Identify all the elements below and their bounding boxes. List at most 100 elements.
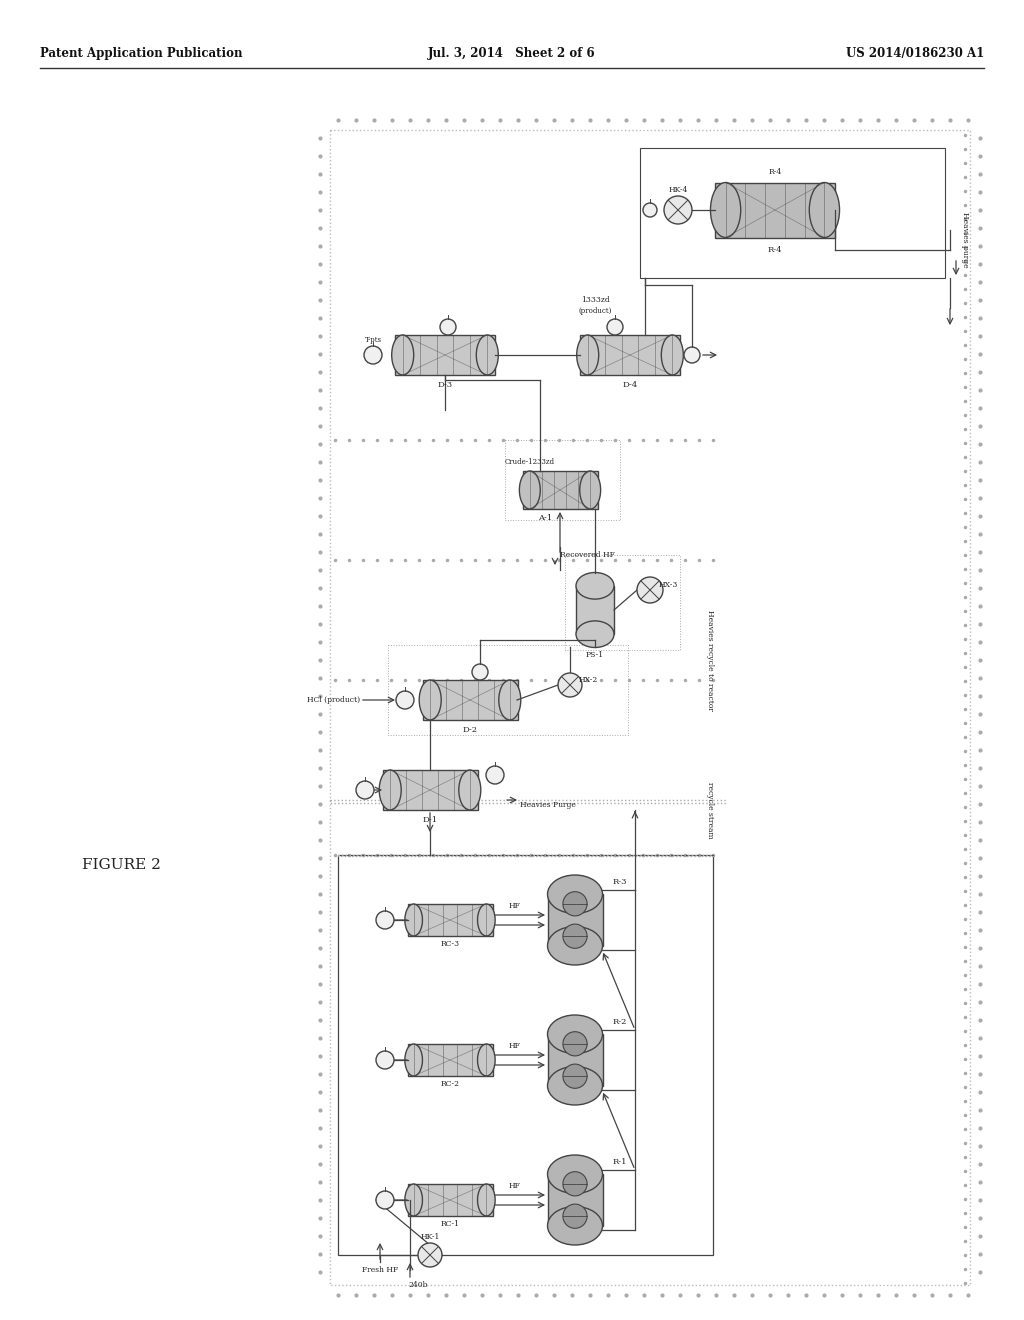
FancyBboxPatch shape — [715, 182, 835, 238]
Circle shape — [376, 1051, 394, 1069]
Text: recycle stream: recycle stream — [706, 781, 714, 838]
Text: HF: HF — [509, 1181, 521, 1191]
FancyBboxPatch shape — [383, 770, 477, 810]
Text: US 2014/0186230 A1: US 2014/0186230 A1 — [846, 46, 984, 59]
Ellipse shape — [662, 335, 683, 375]
Ellipse shape — [379, 770, 401, 810]
Ellipse shape — [499, 680, 521, 719]
Text: HF: HF — [509, 1041, 521, 1049]
Circle shape — [664, 195, 692, 224]
Ellipse shape — [404, 1044, 423, 1076]
Circle shape — [563, 924, 587, 948]
Ellipse shape — [548, 1155, 602, 1193]
Bar — [505, 440, 620, 520]
Text: HCl (product): HCl (product) — [307, 696, 360, 704]
Text: D-2: D-2 — [463, 726, 477, 734]
Ellipse shape — [404, 904, 423, 936]
Ellipse shape — [548, 875, 602, 913]
Text: FIGURE 2: FIGURE 2 — [82, 858, 161, 873]
Text: R-2: R-2 — [612, 1018, 627, 1026]
Text: HK-4: HK-4 — [669, 186, 688, 194]
Bar — [640, 148, 945, 279]
Ellipse shape — [548, 1206, 602, 1245]
Circle shape — [472, 664, 488, 680]
Circle shape — [563, 1064, 587, 1088]
Ellipse shape — [575, 573, 614, 599]
Text: RC-3: RC-3 — [440, 940, 460, 948]
Bar — [338, 855, 713, 1255]
Circle shape — [376, 911, 394, 929]
Circle shape — [440, 319, 456, 335]
FancyBboxPatch shape — [408, 1184, 493, 1216]
Text: D-1: D-1 — [423, 816, 437, 824]
Ellipse shape — [711, 182, 740, 238]
Text: R-3: R-3 — [612, 878, 628, 886]
Bar — [565, 554, 680, 649]
Circle shape — [637, 577, 663, 603]
FancyBboxPatch shape — [522, 471, 597, 510]
Circle shape — [396, 690, 414, 709]
Text: 1333zd: 1333zd — [581, 296, 609, 304]
Circle shape — [558, 673, 582, 697]
Circle shape — [643, 203, 657, 216]
Text: T-pts: T-pts — [365, 337, 382, 345]
Circle shape — [563, 1204, 587, 1229]
Text: Crude-1233zd: Crude-1233zd — [505, 458, 555, 466]
Circle shape — [486, 766, 504, 784]
Ellipse shape — [519, 471, 541, 510]
Ellipse shape — [476, 335, 499, 375]
Circle shape — [364, 346, 382, 364]
Text: Heavies recycle to reactor: Heavies recycle to reactor — [706, 610, 714, 710]
Text: D-4: D-4 — [623, 381, 638, 389]
Ellipse shape — [477, 1044, 496, 1076]
Text: HK-1: HK-1 — [420, 1233, 439, 1241]
Bar — [330, 129, 970, 1284]
FancyBboxPatch shape — [580, 335, 680, 375]
Text: HX-3: HX-3 — [658, 581, 678, 589]
Bar — [548, 894, 602, 945]
Text: 240b: 240b — [408, 1280, 427, 1290]
Ellipse shape — [392, 335, 414, 375]
Bar — [548, 1035, 602, 1086]
Text: R-4: R-4 — [768, 246, 782, 253]
Text: (product): (product) — [579, 308, 611, 315]
Ellipse shape — [809, 182, 840, 238]
Bar — [548, 1175, 602, 1226]
Circle shape — [356, 781, 374, 799]
Text: Recovered HF: Recovered HF — [560, 550, 614, 558]
Ellipse shape — [477, 1184, 496, 1216]
Text: HF: HF — [509, 902, 521, 909]
Ellipse shape — [548, 1015, 602, 1053]
Ellipse shape — [580, 471, 601, 510]
Circle shape — [607, 319, 623, 335]
Text: Jul. 3, 2014   Sheet 2 of 6: Jul. 3, 2014 Sheet 2 of 6 — [428, 46, 596, 59]
Text: Heavies purge: Heavies purge — [961, 213, 969, 268]
Text: R-4: R-4 — [768, 168, 781, 176]
FancyBboxPatch shape — [395, 335, 495, 375]
Circle shape — [563, 1032, 587, 1056]
Text: Heavies Purge: Heavies Purge — [520, 801, 575, 809]
Text: D-3: D-3 — [437, 381, 453, 389]
Circle shape — [563, 892, 587, 916]
Ellipse shape — [459, 770, 481, 810]
Bar — [388, 645, 628, 735]
Ellipse shape — [575, 620, 614, 648]
Text: RC-1: RC-1 — [440, 1220, 460, 1228]
Text: Patent Application Publication: Patent Application Publication — [40, 46, 243, 59]
Bar — [330, 800, 725, 803]
FancyBboxPatch shape — [408, 1044, 493, 1076]
Circle shape — [684, 347, 700, 363]
Text: Fresh HF: Fresh HF — [361, 1266, 398, 1274]
Ellipse shape — [419, 680, 441, 719]
Text: PS-1: PS-1 — [586, 651, 604, 659]
Text: HX-2: HX-2 — [579, 676, 598, 684]
Ellipse shape — [548, 1067, 602, 1105]
FancyBboxPatch shape — [423, 680, 517, 719]
Bar — [575, 586, 614, 634]
Circle shape — [563, 1172, 587, 1196]
Ellipse shape — [404, 1184, 423, 1216]
Text: A-1: A-1 — [538, 513, 552, 521]
Ellipse shape — [477, 904, 496, 936]
FancyBboxPatch shape — [408, 904, 493, 936]
Text: RC-2: RC-2 — [440, 1080, 460, 1088]
